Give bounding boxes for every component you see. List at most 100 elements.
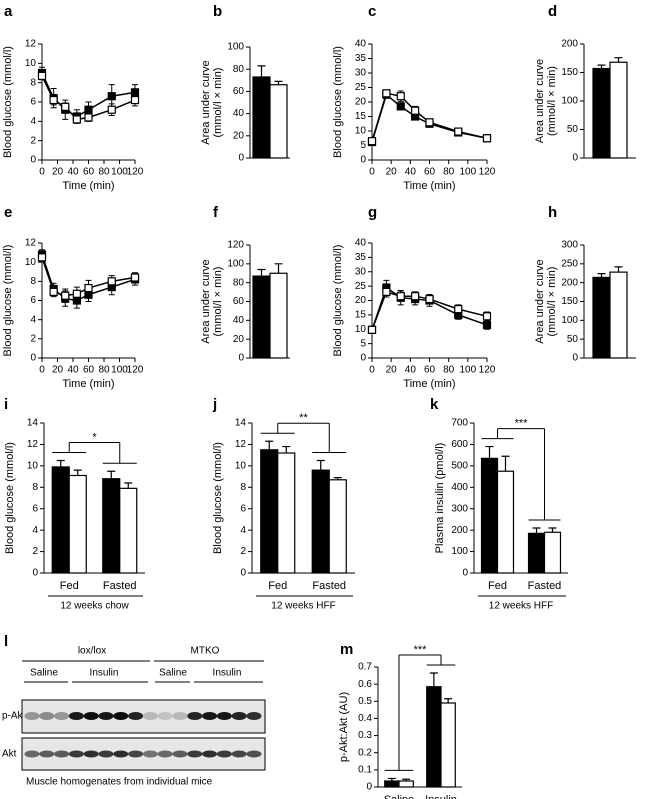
y-axis-label: Area under curve [534,59,546,143]
error-bar [56,459,65,467]
panel-letter: a [4,3,13,20]
x-tick-label: 60 [83,167,95,178]
bracket [52,442,87,453]
y-tick-label: 100 [227,258,244,269]
x-tick-label: 20 [386,365,398,376]
marker [37,71,47,81]
error-bar [614,57,623,63]
y-tick-label: 10 [25,257,37,268]
x-tick-label: 80 [98,167,110,178]
error-bar [124,482,133,489]
y-tick-label: 120 [227,240,244,251]
x-tick-label: 80 [443,365,455,376]
bar [480,457,499,574]
error-bar [265,440,274,450]
x-tick-label: 60 [83,365,95,376]
blot-band [142,712,158,720]
y-axis-label: p-Akt:Akt (AU) [338,692,350,762]
y-tick-label: 35 [355,252,367,263]
blot-band [113,750,129,758]
marker [130,95,140,105]
y-tick-label: 400 [451,482,468,493]
x-axis-label: Time (min) [62,180,114,192]
y-tick-label: 25 [355,281,367,292]
y-tick-label: 100 [451,546,468,557]
blot-band [83,712,99,720]
marker [72,296,81,305]
blot-band [216,712,232,720]
y-tick-label: 4 [30,116,36,127]
y-tick-label: 0 [366,782,372,793]
y-tick-label: 5 [360,140,366,151]
blot-band [246,750,262,758]
y-tick-label: 0 [238,153,244,164]
bar [102,478,121,574]
y-tick-label: 0.7 [358,662,372,673]
x-tick-label: Fed [60,580,79,592]
y-tick-label: 0 [240,568,246,579]
bar [277,452,296,574]
x-tick-label: 60 [424,365,436,376]
y-tick-label: 700 [451,418,468,429]
bracket [102,442,137,464]
marker [425,118,434,127]
bar [68,474,87,574]
y-tick-label: 40 [233,108,245,119]
row-label: Akt [2,749,17,760]
blot-band [172,712,188,720]
marker [84,283,93,293]
bar [384,780,400,788]
y-tick-label: 6 [30,295,36,306]
bar [328,479,347,574]
blot-band [24,750,40,758]
error-bar [532,527,541,534]
significance: * [92,431,97,443]
blot-band [113,712,129,720]
y-tick-label: 250 [561,258,578,269]
x-tick-label: 100 [459,365,476,376]
y-tick-label: 80 [233,277,245,288]
x-tick-label: 0 [39,167,45,178]
y-tick-label: 60 [233,86,245,97]
y-tick-label: 8 [30,276,36,287]
bar [51,466,70,574]
y-tick-label: 300 [561,240,578,251]
y-axis-label: Area under curve [534,259,546,343]
x-tick-label: Fasted [103,580,137,592]
x-tick-label: 100 [111,167,128,178]
marker [72,115,81,124]
y-tick-label: 5 [360,338,366,349]
y-tick-label: 0 [238,353,244,364]
bracket [260,423,295,434]
marker [411,106,420,115]
y-axis-label: (mmol/l × min) [212,267,224,337]
panel-letter: k [430,396,439,413]
y-axis-label: Area under curve [200,259,212,343]
x-tick-label: 20 [386,167,398,178]
marker [482,134,492,143]
group-label: 12 weeks HFF [489,601,553,612]
bar [543,531,562,574]
x-axis-label: Time (min) [62,378,114,390]
bar [609,271,628,359]
y-axis-label: (mmol/l × min) [546,66,558,136]
blot-band [68,712,84,720]
marker [61,102,70,111]
y-axis-label: Plasma insulin (pmol/l) [434,443,446,554]
y-tick-label: 600 [451,439,468,450]
blot-band [98,750,114,758]
blot-band [142,750,158,758]
group-label: MTKO [191,646,220,657]
y-tick-label: 10 [355,126,367,137]
x-tick-label: 40 [405,167,417,178]
y-tick-label: 0 [30,155,36,166]
marker [367,325,377,334]
y-tick-label: 20 [355,295,367,306]
y-axis-label: Blood glucose (mmol/l) [4,442,16,554]
treatment-label: Saline [159,668,187,679]
marker [107,277,116,286]
y-tick-label: 100 [227,42,244,53]
x-tick-label: 0 [369,365,375,376]
caption: Muscle homogenates from individual mice [26,777,213,788]
